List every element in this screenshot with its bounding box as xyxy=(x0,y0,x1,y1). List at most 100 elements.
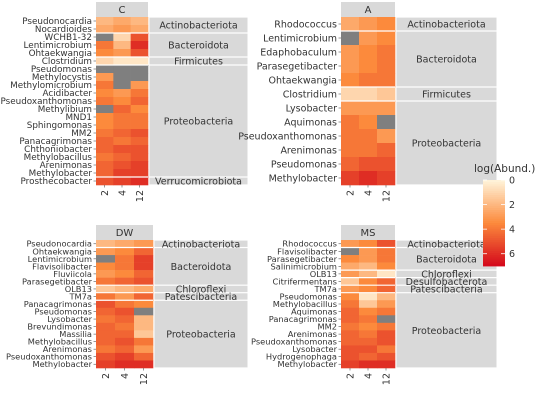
heatmap-cell xyxy=(115,262,135,271)
heatmap-cell xyxy=(96,57,114,66)
legend-gradient-step xyxy=(483,231,505,235)
row-label: Ohtaekwangia xyxy=(32,246,92,256)
legend-gradient-step xyxy=(483,255,505,258)
row-label: Methylocystis xyxy=(32,73,93,83)
panel-a: A Actinobacteriota Bacteroidota Firmicutes P… xyxy=(238,2,497,202)
row-label: Salinimicrobium xyxy=(271,261,337,271)
group-label: Proteobacteria xyxy=(412,139,481,150)
row-label: Pseudoxanthomonas xyxy=(6,352,92,362)
row-label: Methylomicrobium xyxy=(10,81,92,91)
group-strip xyxy=(149,65,248,177)
row-label: TM7a xyxy=(313,284,337,294)
row-label: Ohtaekwangia xyxy=(29,49,92,59)
panel-title: A xyxy=(365,5,372,16)
row-label: TM7a xyxy=(68,291,92,301)
row-label: Panacagrimonas xyxy=(19,137,92,147)
legend-tick-label: 6 xyxy=(509,249,515,260)
heatmap-cell xyxy=(96,137,114,146)
group-strip xyxy=(149,57,248,65)
group-label: Bacteroidota xyxy=(416,254,477,265)
row-label: Arenimonas xyxy=(43,344,92,354)
heatmap-cell xyxy=(96,73,114,82)
row-label: Chthoniobacter xyxy=(24,145,92,155)
row-label: Arenimonas xyxy=(280,145,337,156)
heatmap-cell xyxy=(96,33,114,42)
row-label: Pseudomonas xyxy=(31,65,93,75)
legend-gradient-step xyxy=(483,229,505,232)
row-label: Rhodococcus xyxy=(282,239,337,249)
row-label: Panacagrimonas xyxy=(269,314,337,324)
heatmap-cell xyxy=(341,171,360,186)
legend-gradient-step xyxy=(483,212,505,215)
heatmap-cell xyxy=(134,240,154,248)
row-label: Hydrogenophaga xyxy=(266,352,337,362)
heatmap-cell xyxy=(359,31,378,46)
heatmap-cell xyxy=(130,137,149,146)
heatmap-cell xyxy=(134,285,154,294)
group-strip xyxy=(154,285,248,293)
group-label: Patescibacteria xyxy=(165,292,238,303)
heatmap-cell xyxy=(115,277,135,286)
heatmap-cell xyxy=(341,115,360,130)
heatmap-cell xyxy=(96,240,116,248)
row-label: Methylobacter xyxy=(269,173,338,184)
legend-gradient-step xyxy=(483,248,505,252)
row-label: Methylobacillus xyxy=(273,299,337,309)
heatmap-cell xyxy=(341,270,360,278)
heatmap-cell xyxy=(377,262,396,271)
heatmap-cell xyxy=(359,171,378,186)
heatmap-cell xyxy=(134,337,154,346)
row-label: Fluviicola xyxy=(53,269,92,279)
x-tick-label: 12 xyxy=(382,190,393,202)
legend-gradient-step xyxy=(483,197,505,200)
row-label: Methylobacter xyxy=(277,359,337,369)
heatmap-cell xyxy=(115,315,135,324)
row-label: Lentimicrobium xyxy=(28,254,92,264)
heatmap-cell xyxy=(96,121,114,130)
legend-gradient-step xyxy=(483,220,505,224)
heatmap-cell xyxy=(96,360,116,369)
heatmap-cell xyxy=(130,73,149,82)
group-strip xyxy=(396,278,497,285)
heatmap-cell xyxy=(115,247,135,256)
row-label: Pseudomonas xyxy=(35,307,93,317)
row-label: Acidibacter xyxy=(43,89,93,99)
row-label: Prosthecobacter xyxy=(21,177,93,187)
heatmap-cell xyxy=(377,247,396,256)
heatmap-cell xyxy=(130,81,149,90)
legend-gradient-step xyxy=(483,242,505,245)
heatmap-cell xyxy=(130,25,149,34)
heatmap-cell xyxy=(130,97,149,106)
heatmap-cell xyxy=(130,121,149,130)
heatmap-cell xyxy=(341,73,360,88)
heatmap-cell xyxy=(96,322,116,331)
heatmap-cell xyxy=(359,101,378,116)
legend-tick-label: 0 xyxy=(509,176,515,187)
group-label: Bacteroidota xyxy=(168,41,229,52)
heatmap-cell xyxy=(377,330,396,339)
row-label: MND1 xyxy=(65,113,92,123)
heatmap-cell xyxy=(115,330,135,339)
heatmap-cell xyxy=(115,307,135,316)
heatmap-cell xyxy=(377,59,396,74)
heatmap-cell xyxy=(96,315,116,324)
group-label: Chloroflexi xyxy=(421,269,472,280)
x-tick-label: 4 xyxy=(364,190,375,196)
legend-gradient-step xyxy=(483,238,505,241)
heatmap-cell xyxy=(377,270,396,278)
heatmap-cell xyxy=(96,41,114,50)
heatmap-cell xyxy=(341,307,360,316)
heatmap-cell xyxy=(113,145,131,154)
heatmap-cell xyxy=(113,113,131,122)
heatmap-cell xyxy=(359,73,378,88)
heatmap-cell xyxy=(96,145,114,154)
group-strip xyxy=(396,17,497,31)
row-label: Pseudonocardia xyxy=(22,17,92,27)
heatmap-cell xyxy=(377,352,396,361)
group-label: Desulfobacterota xyxy=(406,277,488,288)
row-label: Parasegetibacter xyxy=(257,61,338,72)
heatmap-cell xyxy=(130,145,149,154)
heatmap-cell xyxy=(359,143,378,158)
group-strip xyxy=(149,33,248,57)
